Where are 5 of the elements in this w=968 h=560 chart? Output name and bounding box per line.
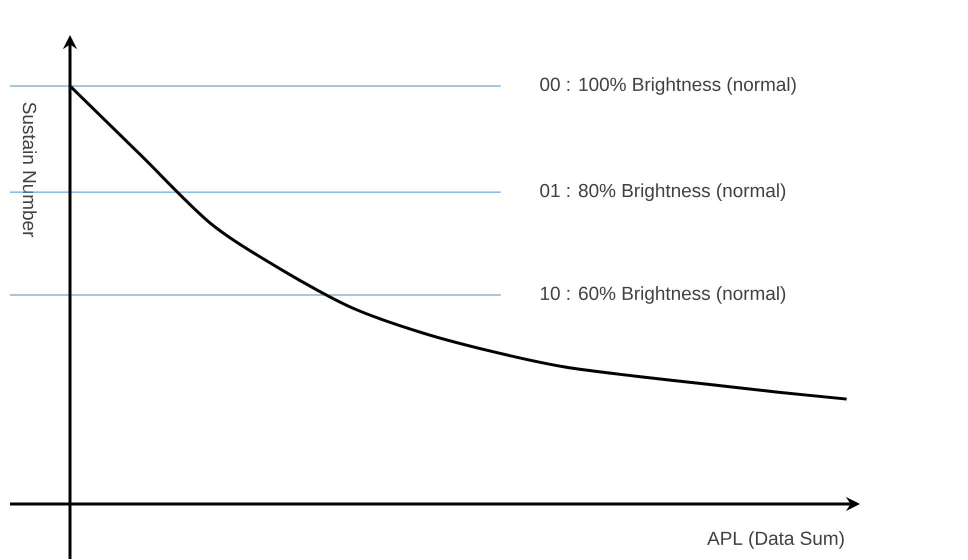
annotation: 01 : 80% Brightness (normal) [540, 183, 786, 201]
annotation: 10 : 60% Brightness (normal) [540, 286, 786, 304]
y-axis-title: Sustain Number [22, 102, 37, 237]
annotation: 00 : 100% Brightness (normal) [540, 76, 796, 95]
x-axis-title: APL (Data Sum) [707, 530, 844, 549]
